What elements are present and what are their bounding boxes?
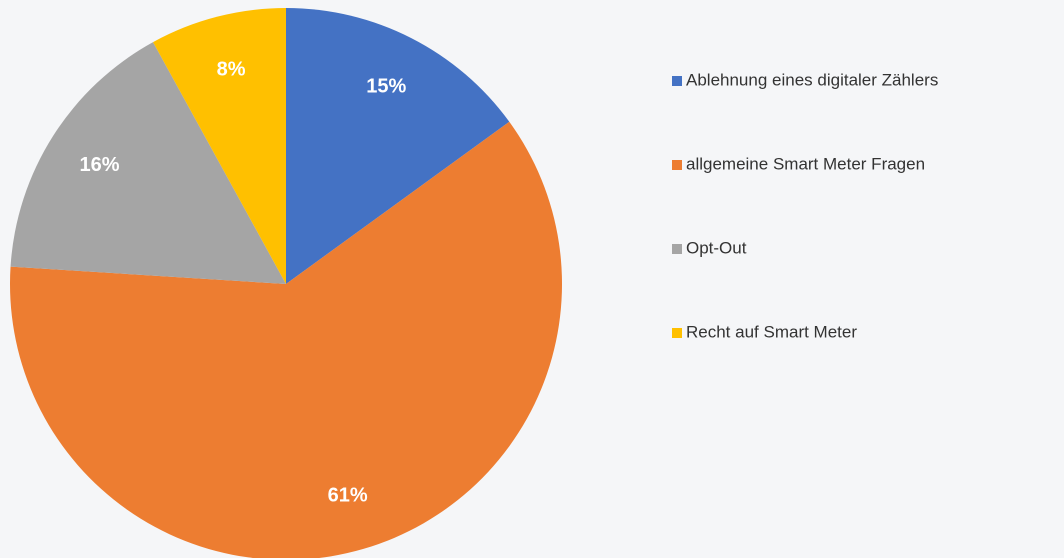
pie-slice: [286, 8, 510, 284]
legend-label: allgemeine Smart Meter Fragen: [686, 154, 925, 173]
legend-swatch: [672, 244, 682, 254]
pie-slice: [10, 121, 562, 558]
legend-label: Recht auf Smart Meter: [686, 322, 857, 341]
legend-swatch: [672, 76, 682, 86]
legend-swatch: [672, 160, 682, 170]
data-label: 8%: [217, 58, 246, 80]
legend-label: Opt-Out: [686, 238, 747, 257]
legend-swatch: [672, 328, 682, 338]
data-label: 15%: [366, 76, 406, 98]
pie-slice: [153, 8, 286, 284]
legend-label: Ablehnung eines digitaler Zählers: [686, 70, 938, 89]
data-label: 61%: [328, 484, 368, 506]
data-label: 16%: [80, 154, 120, 176]
pie-slice: [10, 42, 287, 284]
